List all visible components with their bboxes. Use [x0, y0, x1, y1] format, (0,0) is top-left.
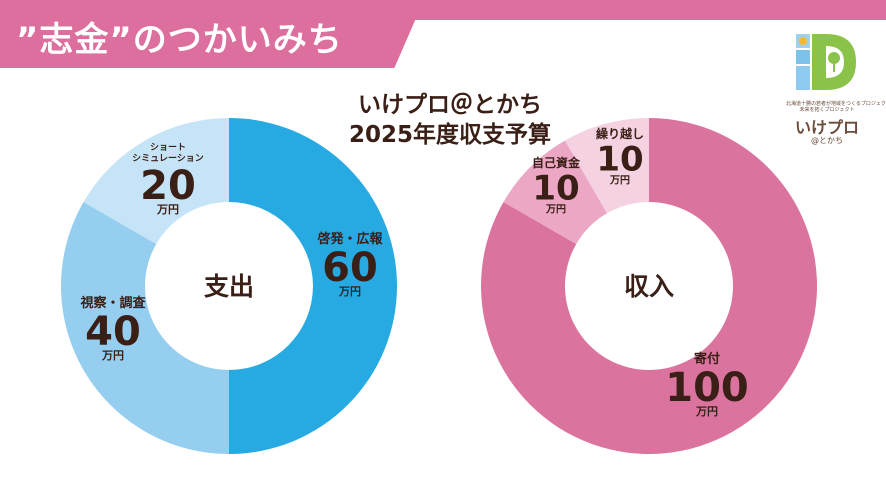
donut-1-slice-0 [481, 118, 818, 454]
donut-0-slice-1 [60, 202, 229, 454]
chart-subtitle: いけプロ＠とかち 2025年度収支予算 [330, 90, 570, 150]
donut-1-unit-label-1: 万円 [545, 203, 566, 215]
ikepuro-logo-icon [796, 34, 856, 90]
donut-1-slice-1 [503, 140, 607, 244]
donut-1-slice-2 [565, 118, 649, 214]
donut-0-unit-label-1: 万円 [101, 349, 124, 362]
donut-0-slice-0 [229, 118, 397, 454]
donut-1-center-label: 収入 [624, 272, 674, 301]
donut-0-value-label-0: 60 [322, 245, 378, 291]
donut-0-unit-label-0: 万円 [338, 285, 361, 298]
donut-0-slice-2 [83, 118, 230, 244]
logo-name: いけプロ [794, 118, 859, 137]
donut-1-category-label-0: 寄付 [694, 351, 720, 367]
donut-0-value-label-2: 20 [140, 163, 196, 209]
donut-0-category-label-1: 視察・調査 [79, 295, 146, 311]
donut-0-category-label-2-line-1: ショート [150, 142, 186, 153]
page-title: ”志金”のつかいみち [16, 20, 343, 60]
donut-0-value-label-1: 40 [85, 309, 141, 355]
donut-1-category-label-1: 自己資金 [532, 155, 581, 170]
logo-sub: @とかち [811, 136, 843, 145]
donut-1-unit-label-2: 万円 [609, 174, 630, 186]
subtitle-line-2: 2025年度収支予算 [348, 122, 551, 148]
donut-0-category-label-0: 啓発・広報 [317, 231, 383, 247]
donut-1-value-label-2: 10 [596, 139, 643, 179]
donut-0-unit-label-2: 万円 [156, 203, 179, 216]
subtitle-line-1: いけプロ＠とかち [358, 92, 542, 118]
donut-0-category-label-2-line-2: シミュレーション [132, 153, 204, 164]
donut-0-center-label: 支出 [204, 272, 254, 301]
title-tab [0, 0, 424, 68]
donut-1-value-label-0: 100 [665, 365, 749, 411]
donut-1-category-label-2: 繰り越し [596, 126, 644, 141]
donut-1-unit-label-0: 万円 [695, 405, 718, 418]
donut-1-value-label-1: 10 [532, 168, 579, 208]
ikepuro-logo: 北海道十勝の若者が地域をつくるプロジェクト 未来を拓くプロジェクト いけプロ @… [786, 28, 886, 158]
logo-tagline: 北海道十勝の若者が地域をつくるプロジェクト 未来を拓くプロジェクト [786, 101, 886, 113]
